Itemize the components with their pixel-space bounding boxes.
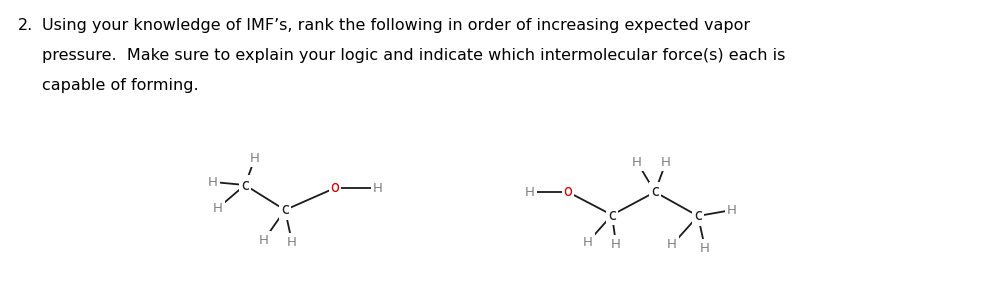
Text: H: H: [700, 241, 710, 255]
Text: c: c: [241, 178, 249, 192]
Text: o: o: [331, 180, 340, 196]
Text: capable of forming.: capable of forming.: [42, 78, 199, 93]
Text: H: H: [632, 156, 642, 168]
Text: H: H: [213, 201, 223, 215]
Text: H: H: [259, 234, 269, 246]
Text: H: H: [667, 239, 677, 251]
Text: H: H: [661, 156, 671, 168]
Text: pressure.  Make sure to explain your logic and indicate which intermolecular for: pressure. Make sure to explain your logi…: [42, 48, 785, 63]
Text: c: c: [281, 202, 289, 218]
Text: o: o: [563, 185, 572, 199]
Text: H: H: [583, 236, 593, 248]
Text: Using your knowledge of IMF’s, rank the following in order of increasing expecte: Using your knowledge of IMF’s, rank the …: [42, 18, 750, 33]
Text: H: H: [287, 236, 297, 248]
Text: c: c: [651, 185, 659, 199]
Text: H: H: [525, 185, 534, 199]
Text: H: H: [373, 182, 383, 194]
Text: H: H: [727, 204, 737, 216]
Text: c: c: [694, 208, 702, 223]
Text: H: H: [250, 152, 260, 164]
Text: c: c: [608, 208, 616, 223]
Text: 2.: 2.: [18, 18, 33, 33]
Text: H: H: [208, 175, 218, 189]
Text: H: H: [611, 237, 621, 251]
